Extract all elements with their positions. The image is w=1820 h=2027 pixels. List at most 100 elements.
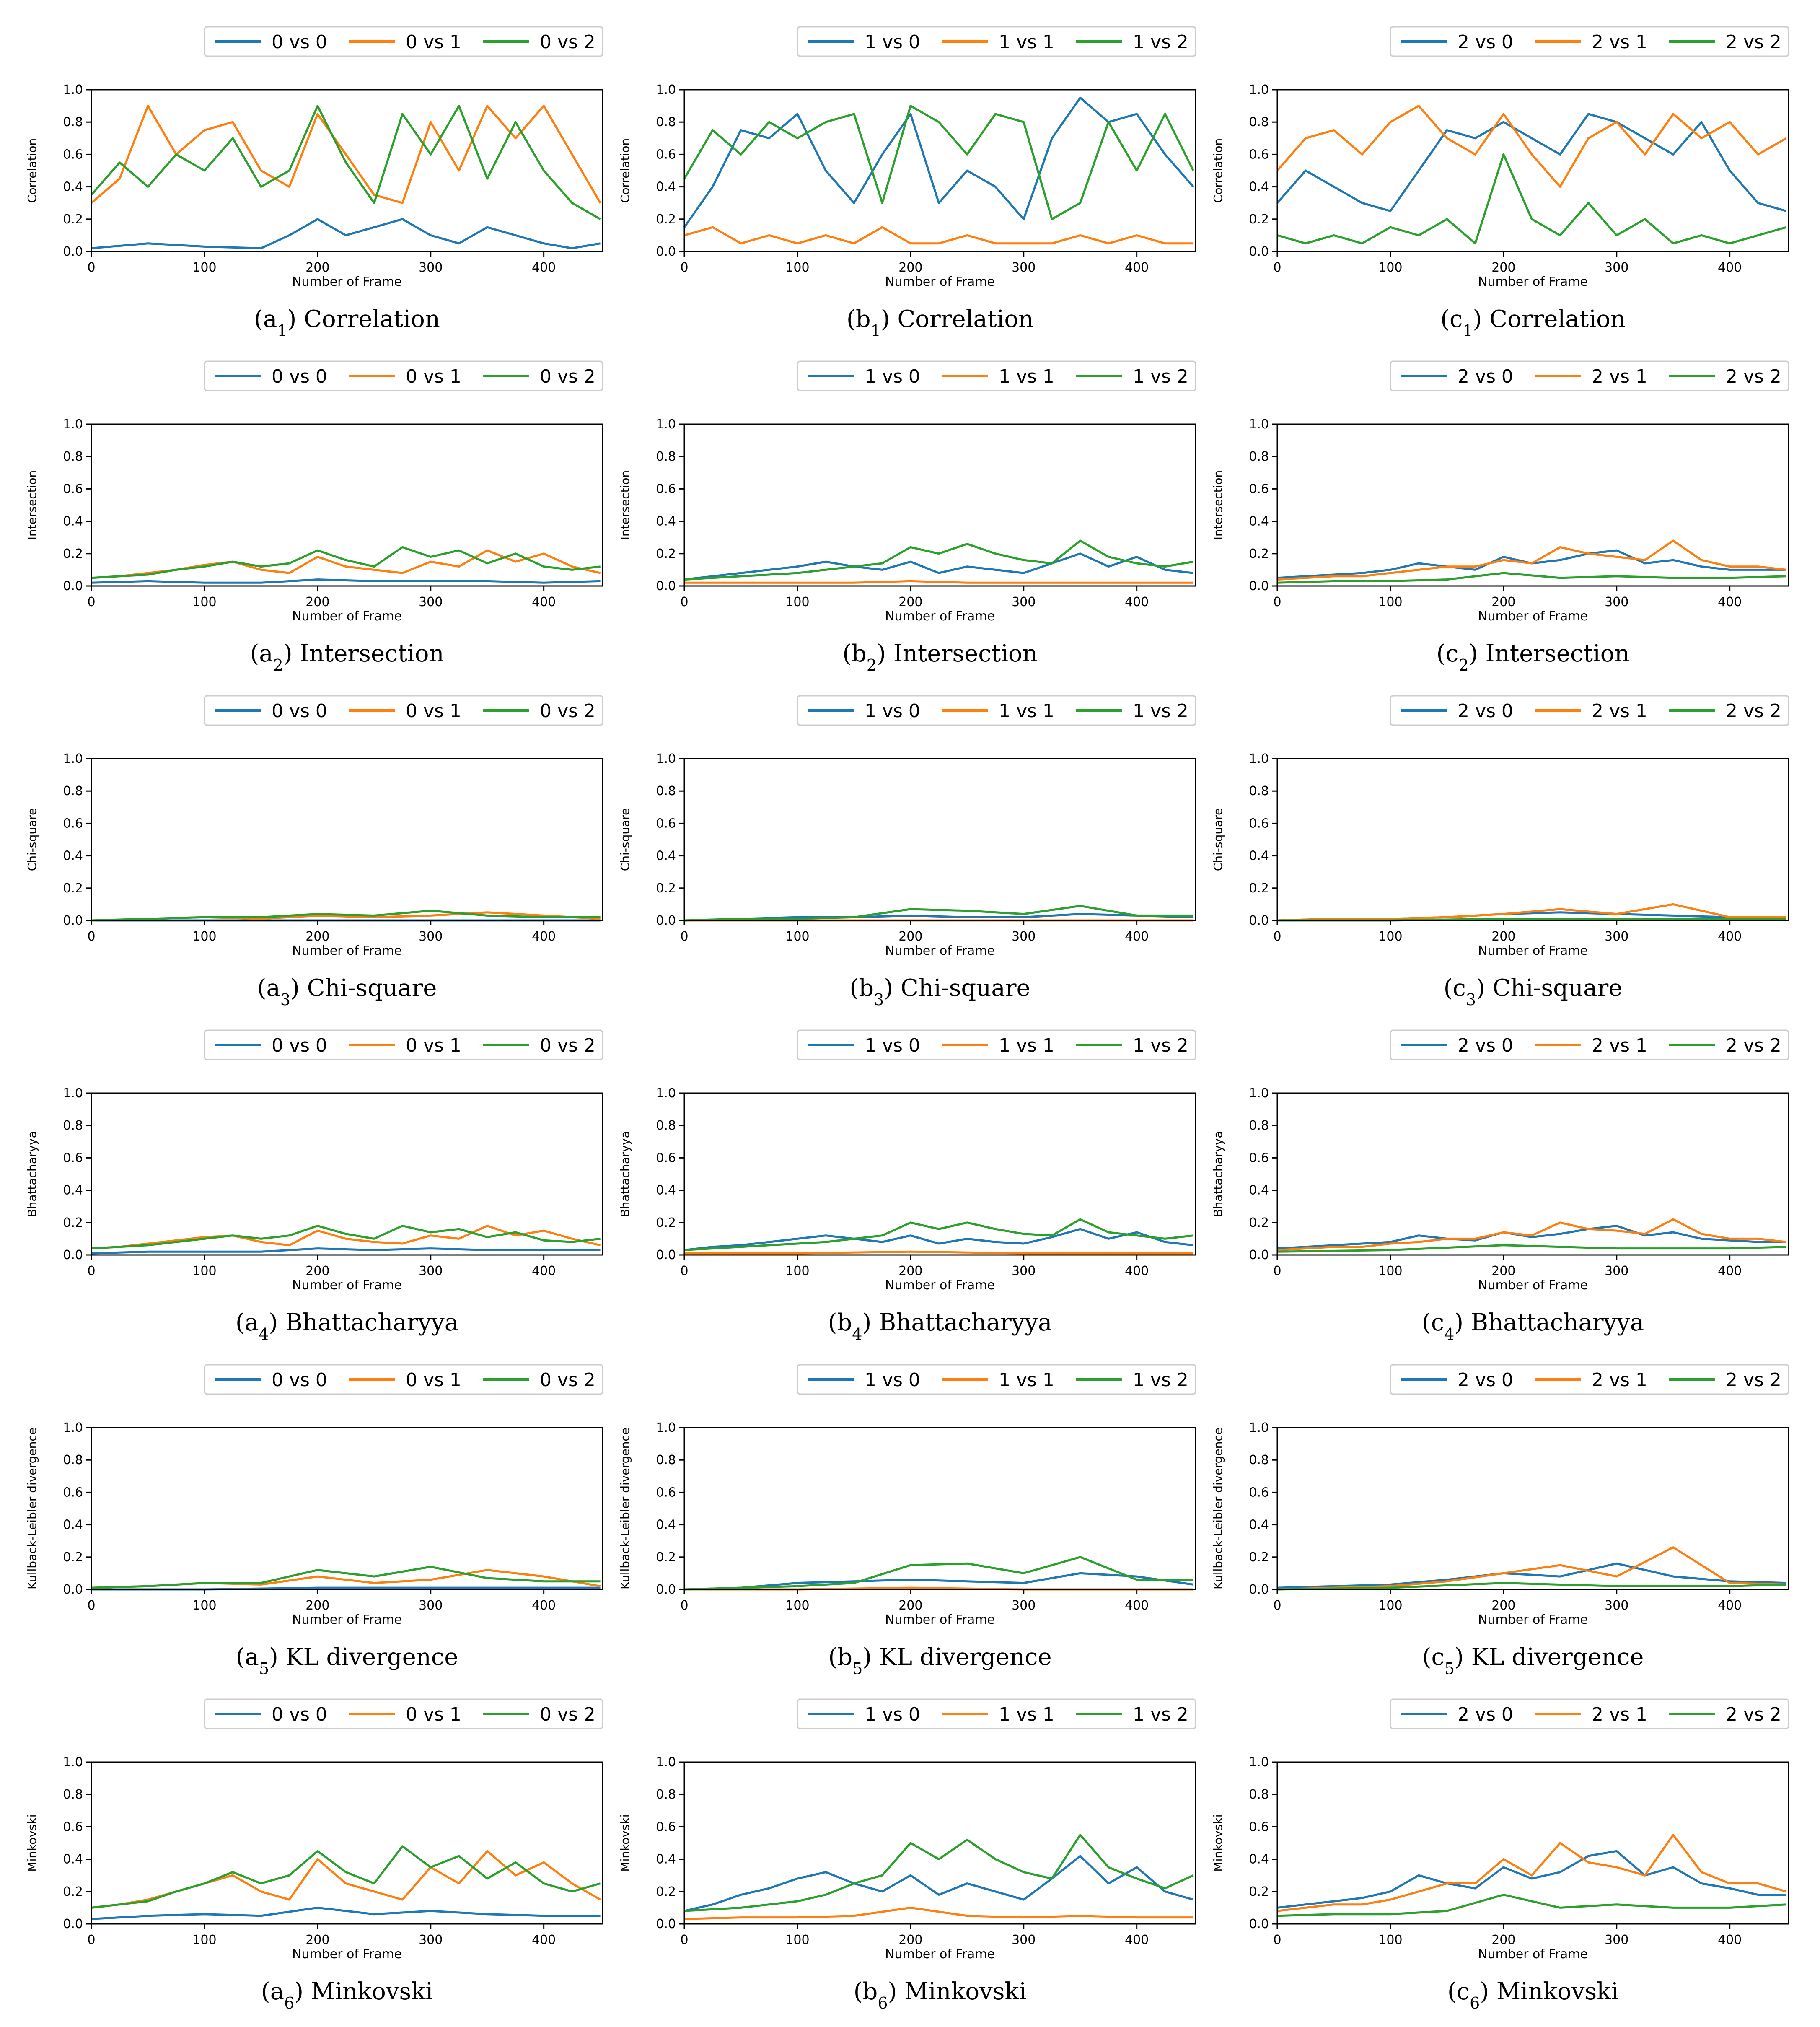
b3-axes-frame bbox=[683, 758, 1196, 921]
a2-xtick-label-3: 300 bbox=[419, 595, 443, 609]
b1-xtick-label-2: 200 bbox=[898, 260, 922, 275]
b1-series-line-1 bbox=[684, 226, 1193, 245]
c4-ytick-label-4: 0.8 bbox=[1249, 1118, 1269, 1133]
b4-ytick-label-2: 0.4 bbox=[656, 1183, 676, 1198]
b4-xtick-label-1: 100 bbox=[785, 1264, 809, 1278]
b2-xtick-label-4: 400 bbox=[1125, 595, 1149, 609]
b2-caption-subscript: 2 bbox=[867, 656, 877, 674]
b3-series-line-2 bbox=[684, 905, 1193, 922]
a5-ylabel: Kullback-Leibler divergence bbox=[25, 1428, 39, 1589]
b2-ytick-label-5: 1.0 bbox=[656, 417, 676, 432]
b1-caption: (b1) Correlation bbox=[847, 306, 1033, 340]
b6-caption-text: ) Minkovski bbox=[888, 1978, 1027, 2005]
a1-xlabel: Number of Frame bbox=[292, 275, 402, 289]
b4-series-line-2 bbox=[684, 1218, 1193, 1251]
c3-legend-label-0: 2 vs 0 bbox=[1458, 700, 1513, 722]
b3-xtick-label-1: 100 bbox=[785, 929, 809, 944]
b3-xtick-label-4: 400 bbox=[1125, 929, 1149, 944]
a3-caption: (a3) Chi-square bbox=[257, 975, 437, 1009]
b4-caption-letter: (b bbox=[828, 1309, 852, 1336]
c2-ytick-label-5: 1.0 bbox=[1249, 417, 1269, 432]
c3-legend bbox=[1390, 695, 1789, 726]
b1-legend-label-2: 1 vs 2 bbox=[1133, 31, 1188, 53]
b4-series-line-0 bbox=[684, 1228, 1193, 1251]
b3-ylabel: Chi-square bbox=[618, 808, 632, 871]
a4-caption-letter: (a bbox=[236, 1309, 259, 1336]
c5-legend-label-2: 2 vs 2 bbox=[1726, 1369, 1781, 1391]
a5-xtick-label-4: 400 bbox=[532, 1598, 556, 1613]
b4-ytick-label-0: 0.0 bbox=[656, 1248, 676, 1262]
a1-xtick-label-1: 100 bbox=[192, 260, 216, 275]
b4-caption-subscript: 4 bbox=[852, 1325, 862, 1343]
b5-series-line-2 bbox=[684, 1556, 1193, 1591]
b3-xlabel: Number of Frame bbox=[885, 944, 995, 958]
a3-legend-label-0: 0 vs 0 bbox=[272, 700, 327, 722]
a6-xtick-label-3: 300 bbox=[419, 1933, 443, 1947]
c2-xtick-label-2: 200 bbox=[1491, 595, 1515, 609]
a1-xtick-label-3: 300 bbox=[419, 260, 443, 275]
c6-ytick-label-4: 0.8 bbox=[1249, 1787, 1269, 1802]
a5-xtick-label-2: 200 bbox=[305, 1598, 329, 1613]
a1-caption-letter: (a bbox=[254, 306, 277, 333]
c1-xlabel: Number of Frame bbox=[1478, 275, 1588, 289]
b2-xtick-label-1: 100 bbox=[785, 595, 809, 609]
b6-legend bbox=[797, 1698, 1196, 1729]
b3-caption-text: ) Chi-square bbox=[884, 975, 1030, 1002]
c5-ylabel: Kullback-Leibler divergence bbox=[1211, 1428, 1225, 1589]
a4-ytick-label-2: 0.4 bbox=[63, 1183, 83, 1198]
b2-legend-label-2: 1 vs 2 bbox=[1133, 366, 1188, 387]
b1-series-line-0 bbox=[683, 96, 1194, 228]
a6-xtick-label-4: 400 bbox=[532, 1933, 556, 1947]
b1-ytick-label-3: 0.6 bbox=[656, 147, 676, 162]
a4-legend bbox=[204, 1029, 603, 1060]
a1-ytick-label-2: 0.4 bbox=[63, 180, 83, 194]
c4-xtick-label-3: 300 bbox=[1605, 1264, 1628, 1278]
b6-series-line-1 bbox=[684, 1906, 1193, 1920]
c3-series-line-1 bbox=[1277, 903, 1786, 922]
a2-ytick-label-4: 0.8 bbox=[63, 449, 83, 464]
b2-ytick-label-4: 0.8 bbox=[656, 449, 676, 464]
c5-xlabel: Number of Frame bbox=[1478, 1612, 1588, 1627]
a4-ytick-label-5: 1.0 bbox=[63, 1086, 83, 1101]
c2-xtick-label-3: 300 bbox=[1605, 595, 1628, 609]
a1-axes-frame bbox=[91, 89, 603, 252]
c3-ytick-label-5: 1.0 bbox=[1249, 752, 1269, 766]
c1-ytick-label-4: 0.8 bbox=[1249, 115, 1269, 130]
b5-series-line-0 bbox=[684, 1572, 1193, 1591]
b5-ytick-label-3: 0.6 bbox=[656, 1485, 676, 1500]
c5-ytick-label-0: 0.0 bbox=[1249, 1582, 1269, 1597]
a4-xtick-label-4: 400 bbox=[532, 1264, 556, 1278]
a3-xtick-label-1: 100 bbox=[192, 929, 216, 944]
b2-ylabel: Intersection bbox=[618, 470, 632, 540]
c6-xtick-label-2: 200 bbox=[1491, 1933, 1515, 1947]
c6-caption: (c6) Minkovski bbox=[1447, 1978, 1618, 2012]
c2-series-line-1 bbox=[1277, 539, 1786, 581]
b1-legend-label-1: 1 vs 1 bbox=[999, 31, 1054, 53]
a4-ytick-label-1: 0.2 bbox=[63, 1216, 83, 1230]
c5-legend-label-1: 2 vs 1 bbox=[1592, 1369, 1647, 1391]
a3-ytick-label-2: 0.4 bbox=[63, 849, 83, 863]
a1-caption-subscript: 1 bbox=[277, 321, 287, 340]
b5-caption: (b5) KL divergence bbox=[828, 1643, 1051, 1678]
a3-ytick-label-4: 0.8 bbox=[63, 784, 83, 798]
b3-legend bbox=[797, 695, 1196, 726]
b6-caption-subscript: 6 bbox=[878, 1994, 888, 2012]
c3-xlabel: Number of Frame bbox=[1478, 944, 1588, 958]
b1-xtick-label-3: 300 bbox=[1012, 260, 1036, 275]
a1-series-line-2 bbox=[91, 105, 601, 220]
b2-xlabel: Number of Frame bbox=[885, 609, 995, 624]
a6-caption-letter: (a bbox=[261, 1978, 284, 2005]
c2-legend bbox=[1390, 360, 1789, 391]
a6-ytick-label-4: 0.8 bbox=[63, 1787, 83, 1802]
a5-ytick-label-4: 0.8 bbox=[63, 1453, 83, 1467]
c5-series-line-1 bbox=[1277, 1546, 1786, 1591]
c4-xtick-label-4: 400 bbox=[1718, 1264, 1742, 1278]
a1-xtick-label-0: 0 bbox=[87, 260, 95, 275]
b1-caption-letter: (b bbox=[847, 306, 871, 333]
c6-xtick-label-3: 300 bbox=[1605, 1933, 1628, 1947]
b2-ytick-label-1: 0.2 bbox=[656, 547, 676, 561]
b3-legend-label-0: 1 vs 0 bbox=[865, 700, 920, 722]
b5-xlabel: Number of Frame bbox=[885, 1612, 995, 1627]
c1-ytick-label-1: 0.2 bbox=[1249, 212, 1269, 227]
a6-ytick-label-1: 0.2 bbox=[63, 1884, 83, 1899]
